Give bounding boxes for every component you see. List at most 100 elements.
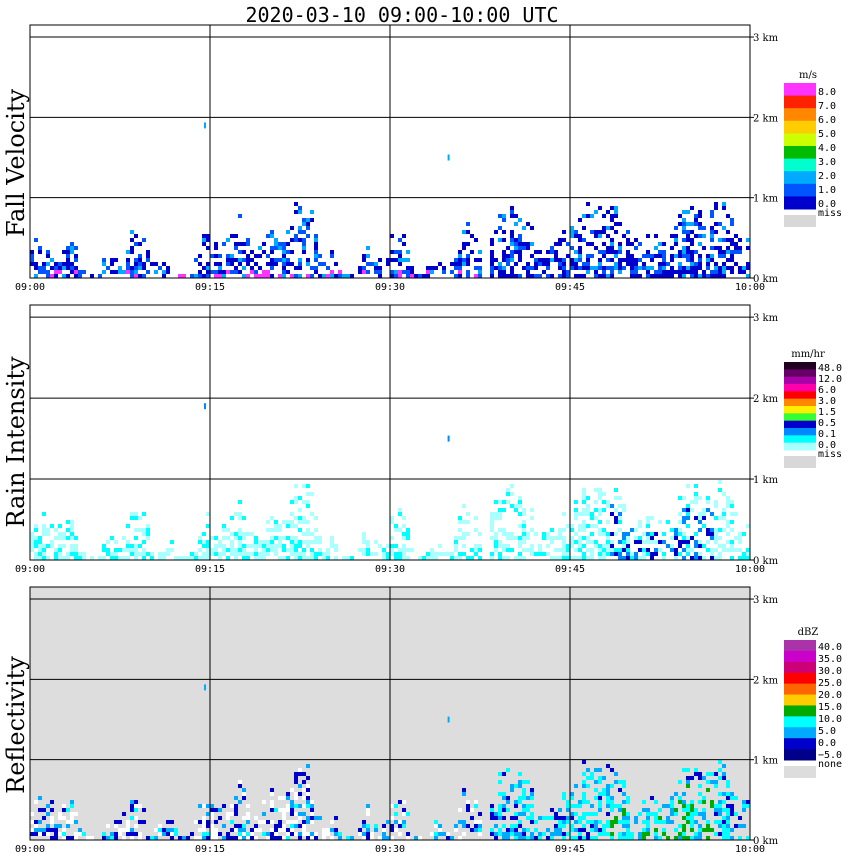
echo-cell [722, 816, 726, 820]
echo-cell [746, 836, 750, 840]
echo-cell [298, 784, 302, 788]
echo-cell [602, 214, 606, 218]
echo-cell [550, 556, 554, 560]
echo-cell [694, 492, 698, 496]
echo-cell [306, 832, 310, 836]
echo-cell [542, 270, 546, 274]
echo-cell [518, 556, 522, 560]
echo-cell [582, 824, 586, 828]
echo-cell [262, 242, 266, 246]
echo-cell [314, 516, 318, 520]
echo-cell [566, 820, 570, 824]
echo-cell [202, 816, 206, 820]
echo-cell [54, 266, 58, 270]
echo-cell [606, 258, 610, 262]
echo-cell [366, 808, 370, 812]
echo-cell [322, 274, 326, 278]
echo-cell [582, 266, 586, 270]
echo-cell [126, 270, 130, 274]
echo-cell [62, 556, 66, 560]
echo-cell [270, 808, 274, 812]
echo-cell [658, 250, 662, 254]
echo-cell [550, 536, 554, 540]
echo-cell [382, 552, 386, 556]
echo-cell [494, 540, 498, 544]
echo-cell [514, 274, 518, 278]
echo-cell [118, 828, 122, 832]
echo-cell [618, 262, 622, 266]
echo-cell [38, 270, 42, 274]
echo-cell [70, 520, 74, 524]
echo-cell [34, 800, 38, 804]
y-tick-label: 2 km [753, 113, 779, 124]
echo-cell [646, 808, 650, 812]
echo-cell [662, 270, 666, 274]
echo-cell [610, 218, 614, 222]
colorbar-unit: m/s [799, 70, 817, 81]
echo-cell [466, 520, 470, 524]
echo-cell [70, 246, 74, 250]
echo-cell [242, 816, 246, 820]
echo-cell [298, 836, 302, 840]
echo-cell [634, 274, 638, 278]
echo-cell [542, 536, 546, 540]
echo-cell [582, 508, 586, 512]
echo-cell [282, 520, 286, 524]
echo-cell [718, 250, 722, 254]
echo-cell [194, 836, 198, 840]
echo-cell [582, 536, 586, 540]
echo-cell [46, 270, 50, 274]
echo-cell [734, 242, 738, 246]
echo-cell [722, 828, 726, 832]
echo-cell [462, 544, 466, 548]
echo-cell [698, 528, 702, 532]
colorbar-swatch [784, 705, 816, 717]
fall-velocity-panel: Fall Velocity 09:00 09:15 09:30 09:45 10:00 … [2, 24, 842, 293]
echo-cell [562, 258, 566, 262]
echo-cell [458, 258, 462, 262]
echo-cell [310, 210, 314, 214]
echo-cell [46, 262, 50, 266]
echo-cell [586, 242, 590, 246]
echo-cell [238, 536, 242, 540]
echo-cell [82, 270, 86, 274]
echo-cell [310, 218, 314, 222]
echo-cell [410, 266, 414, 270]
echo-cell [254, 828, 258, 832]
colorbar-label: 20.0 [818, 690, 842, 701]
echo-cell [286, 556, 290, 560]
echo-cell [278, 544, 282, 548]
echo-cell [682, 210, 686, 214]
echo-cell [646, 234, 650, 238]
echo-cell [134, 800, 138, 804]
echo-cell [726, 804, 730, 808]
echo-cell [454, 262, 458, 266]
echo-cell [518, 824, 522, 828]
echo-cell [138, 804, 142, 808]
echo-cell [70, 536, 74, 540]
echo-cell [270, 230, 274, 234]
echo-cell [722, 764, 726, 768]
echo-cell [274, 548, 278, 552]
echo-cell [514, 246, 518, 250]
echo-cell [282, 812, 286, 816]
echo-cell [246, 532, 250, 536]
echo-cell [250, 266, 254, 270]
echo-cell [718, 516, 722, 520]
echo-cell [534, 828, 538, 832]
echo-cell [618, 266, 622, 270]
colorbar-swatch [784, 428, 816, 436]
echo-cell [182, 274, 186, 278]
echo-cell [210, 254, 214, 258]
echo-cell [598, 230, 602, 234]
echo-cell [370, 832, 374, 836]
echo-cell [298, 262, 302, 266]
echo-cell [730, 222, 734, 226]
echo-cell [286, 828, 290, 832]
echo-cell [322, 556, 326, 560]
echo-cell [362, 552, 366, 556]
echo-cell [310, 812, 314, 816]
echo-cell [574, 508, 578, 512]
echo-cell [206, 812, 210, 816]
echo-cell [534, 532, 538, 536]
